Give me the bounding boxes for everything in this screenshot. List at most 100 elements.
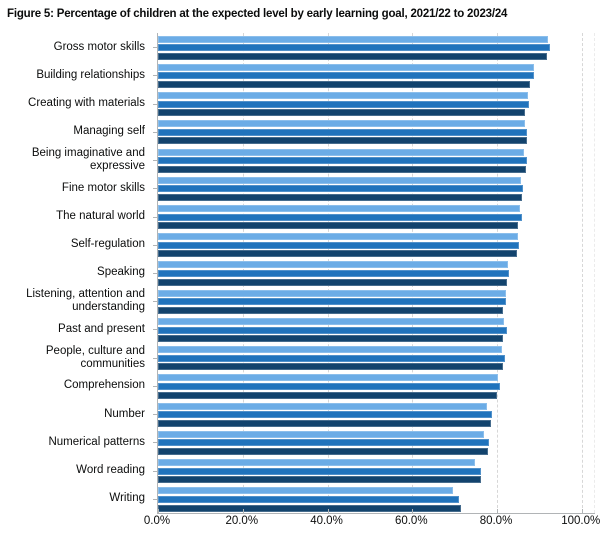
bar bbox=[158, 402, 488, 410]
category-tick bbox=[153, 103, 157, 105]
bar bbox=[158, 317, 505, 325]
bar-group bbox=[158, 33, 595, 61]
bar bbox=[158, 100, 530, 108]
category-label: Numerical patterns bbox=[48, 435, 145, 448]
category-tick bbox=[153, 188, 157, 190]
category-tick bbox=[153, 442, 157, 444]
category-tick bbox=[153, 273, 157, 274]
bar bbox=[158, 120, 525, 128]
bar-group bbox=[158, 202, 595, 230]
bar bbox=[158, 289, 507, 297]
bar-group bbox=[158, 259, 595, 287]
bar bbox=[158, 270, 509, 278]
category-tick bbox=[153, 216, 157, 218]
bar bbox=[158, 335, 504, 343]
category-label: Fine motor skills bbox=[61, 181, 145, 194]
category-label: Number bbox=[104, 407, 145, 420]
bar bbox=[158, 128, 527, 136]
bar bbox=[158, 261, 509, 269]
x-tick-label: 100.0% bbox=[561, 515, 601, 527]
bar-group bbox=[158, 61, 595, 89]
category-tick bbox=[153, 160, 157, 162]
plot-right-edge bbox=[594, 33, 595, 513]
bar-group bbox=[158, 287, 595, 315]
bar bbox=[158, 35, 549, 43]
bar bbox=[158, 476, 482, 484]
bar bbox=[158, 63, 535, 71]
bar bbox=[158, 354, 506, 362]
category-tick bbox=[153, 357, 157, 359]
bar bbox=[158, 205, 520, 212]
bar-group bbox=[158, 344, 595, 372]
bar bbox=[158, 363, 503, 371]
bar bbox=[158, 346, 502, 354]
bar-group bbox=[158, 231, 595, 259]
x-tick-label: 40.0% bbox=[310, 515, 343, 527]
category-tick bbox=[153, 498, 157, 500]
category-tick bbox=[153, 385, 157, 387]
bar bbox=[158, 459, 475, 467]
bar-group bbox=[158, 89, 595, 117]
category-label: Being imaginative and expressive bbox=[31, 147, 145, 173]
category-tick bbox=[153, 301, 157, 303]
category-tick bbox=[153, 414, 157, 416]
bar bbox=[158, 298, 507, 306]
bar bbox=[158, 222, 518, 230]
category-label: Gross motor skills bbox=[53, 40, 145, 53]
x-axis: 0.0% 20.0% 40.0% 60.0% 80.0% 100.0% bbox=[0, 515, 602, 531]
bar bbox=[158, 157, 527, 165]
x-tick-label: 60.0% bbox=[394, 515, 428, 527]
bar bbox=[158, 448, 489, 456]
bar bbox=[158, 430, 485, 438]
bar bbox=[158, 495, 459, 503]
bar-group bbox=[158, 315, 595, 343]
x-axis-tick bbox=[497, 509, 498, 513]
bar bbox=[158, 250, 517, 258]
bar bbox=[158, 193, 523, 201]
category-label: Building relationships bbox=[36, 68, 145, 81]
bar bbox=[158, 487, 453, 495]
x-tick-label: 80.0% bbox=[479, 515, 513, 527]
bar bbox=[158, 439, 489, 447]
x-tick-label: 0.0% bbox=[143, 515, 171, 527]
bar bbox=[158, 419, 492, 427]
bar bbox=[158, 72, 534, 80]
bar bbox=[158, 165, 526, 173]
category-label: Speaking bbox=[97, 266, 145, 279]
category-tick bbox=[153, 244, 157, 246]
bar-group bbox=[158, 400, 595, 428]
x-axis-tick bbox=[327, 509, 329, 513]
bar bbox=[158, 374, 499, 382]
bar-group bbox=[158, 372, 595, 400]
category-label: Managing self bbox=[73, 125, 145, 138]
category-label: Listening, attention and understanding bbox=[26, 288, 145, 314]
bar bbox=[158, 213, 522, 221]
bar bbox=[158, 383, 500, 390]
bar bbox=[158, 326, 507, 334]
plot-area bbox=[153, 33, 595, 514]
bar bbox=[158, 137, 527, 145]
category-label: Word reading bbox=[76, 464, 145, 477]
bar bbox=[158, 92, 528, 100]
category-label: People, culture and communities bbox=[45, 344, 145, 370]
bar bbox=[158, 391, 497, 399]
bar-group bbox=[158, 428, 595, 456]
bar bbox=[158, 504, 461, 512]
chart-title: Figure 5: Percentage of children at the … bbox=[7, 8, 508, 20]
bar bbox=[158, 109, 526, 117]
bar bbox=[158, 411, 493, 419]
category-tick bbox=[153, 47, 157, 49]
category-tick bbox=[153, 470, 157, 472]
bar bbox=[158, 52, 547, 60]
category-tick bbox=[153, 131, 157, 133]
category-label: The natural world bbox=[56, 210, 145, 223]
x-axis-tick bbox=[242, 509, 244, 513]
x-axis-tick bbox=[581, 509, 583, 513]
category-axis: Gross motor skills Building relationships… bbox=[0, 33, 151, 513]
bar-group bbox=[158, 118, 595, 146]
bar bbox=[158, 467, 481, 475]
bar bbox=[158, 306, 504, 314]
bar bbox=[158, 185, 524, 193]
bar bbox=[158, 233, 519, 241]
